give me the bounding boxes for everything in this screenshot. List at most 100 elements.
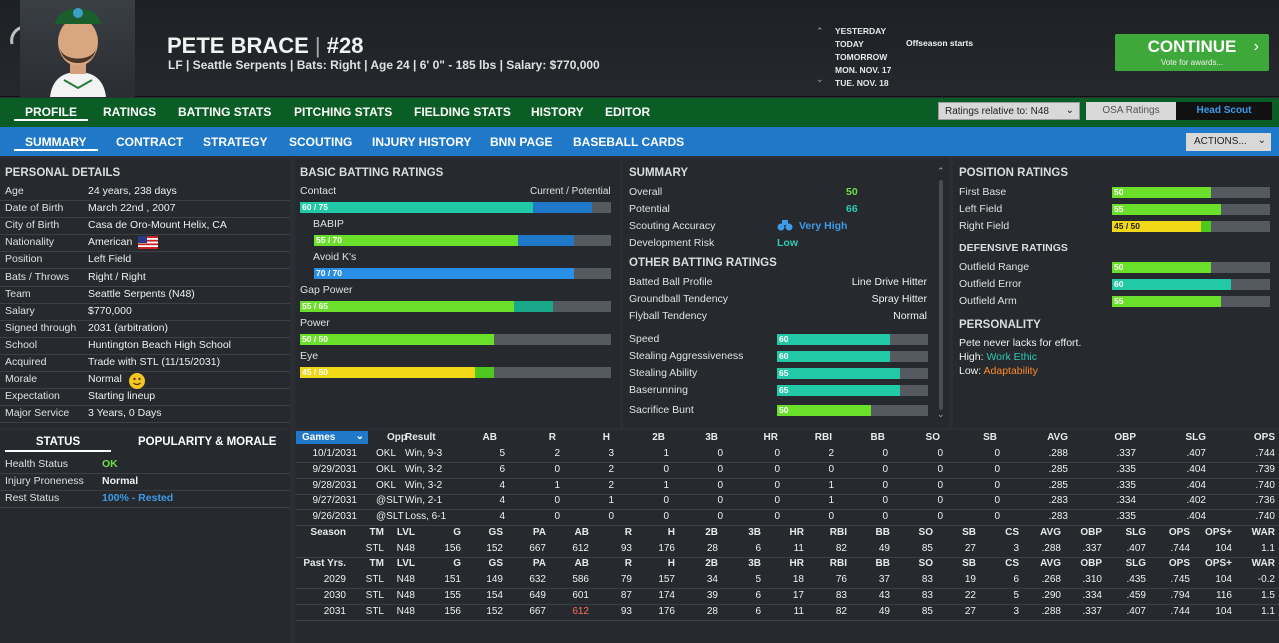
games-cell: OKL [376, 479, 397, 491]
past-cell: 116 [1216, 589, 1232, 601]
date-item[interactable]: TODAY [835, 39, 864, 49]
row-divider [296, 509, 1279, 511]
games-cell: .740 [1255, 479, 1275, 491]
tab-scouting[interactable]: SCOUTING [289, 135, 353, 149]
season-cell: 667 [529, 543, 546, 554]
games-cell: 0 [717, 511, 723, 523]
row-divider [0, 422, 290, 424]
games-cell: .335 [1116, 511, 1136, 523]
games-select[interactable]: Games ⌄ [296, 431, 368, 444]
tab-contract[interactable]: CONTRACT [116, 135, 184, 149]
games-cell: .283 [1048, 495, 1068, 507]
tab-batting-stats[interactable]: BATTING STATS [178, 105, 272, 119]
row-divider [296, 525, 1279, 527]
games-header: AB [482, 432, 497, 443]
rating-bar-track: 50 [777, 405, 928, 416]
tab-bnn-page[interactable]: BNN PAGE [490, 135, 553, 149]
games-cell: 0 [937, 479, 943, 491]
ratings-relative-select[interactable]: Ratings relative to: N48 ⌄ [938, 102, 1080, 120]
rating-bar-track: 50 [1112, 262, 1270, 273]
other-rating-label: Stealing Ability [629, 367, 698, 379]
games-header: SB [983, 432, 997, 443]
past-header: AVG [1040, 558, 1061, 569]
rating-label: BABIP [313, 218, 344, 230]
tab-history[interactable]: HISTORY [531, 105, 584, 119]
high-value: Work Ethic [986, 351, 1038, 363]
games-cell: .736 [1255, 495, 1275, 507]
tab-strategy[interactable]: STRATEGY [203, 135, 268, 149]
detail-value: 3 Years, 0 Days [88, 407, 162, 420]
other-label: Groundball Tendency [629, 293, 729, 305]
row-divider [0, 200, 290, 201]
rating-bar-track: 70 / 70 [314, 268, 611, 279]
detail-value: Starting lineup [88, 390, 156, 403]
date-item[interactable]: TUE. NOV. 18 [835, 78, 889, 88]
games-cell: 1 [608, 495, 614, 507]
detail-label: Team [5, 287, 31, 300]
detail-value: Right / Right [88, 270, 146, 283]
chevron-right-icon: › [1253, 38, 1259, 55]
scrollbar-thumb[interactable] [939, 180, 943, 410]
row-divider [296, 477, 1279, 479]
tab-pitching-stats[interactable]: PITCHING STATS [294, 105, 393, 119]
player-subtitle: LF | Seattle Serpents | Bats: Right | Ag… [168, 58, 600, 72]
past-cell: 104 [1215, 605, 1232, 617]
tab-profile[interactable]: PROFILE [14, 105, 89, 121]
other-label: Batted Ball Profile [629, 276, 713, 288]
past-cell: N48 [396, 605, 415, 617]
rating-bar-current [777, 405, 872, 416]
chevron-down-icon[interactable]: ⌄ [937, 409, 945, 419]
games-cell: .404 [1186, 479, 1206, 491]
summary-scrollbar[interactable]: ⌃ ⌄ [937, 166, 945, 420]
tab-ratings[interactable]: RATINGS [103, 105, 157, 119]
status-label: Rest Status [5, 492, 60, 504]
past-cell: 19 [964, 574, 976, 585]
rating-bar-current [1112, 279, 1231, 290]
row-divider [296, 557, 1279, 558]
tab-summary[interactable]: SUMMARY [14, 135, 98, 151]
games-cell: 6 [499, 463, 505, 475]
tab-baseball-cards[interactable]: BASEBALL CARDS [573, 135, 685, 149]
head-scout-button[interactable]: Head Scout [1176, 102, 1272, 120]
row-divider [0, 319, 290, 321]
row-divider [0, 285, 290, 287]
past-cell: 39 [706, 589, 718, 601]
position-title: POSITION RATINGS [959, 167, 1069, 179]
games-cell: 0 [828, 463, 834, 475]
us-flag-icon [138, 236, 158, 249]
chevron-up-icon[interactable]: ⌃ [816, 26, 824, 36]
past-cell: STL [365, 605, 384, 617]
rating-bar-current [300, 301, 514, 312]
past-cell: 11 [793, 605, 804, 617]
tab-fielding-stats[interactable]: FIELDING STATS [414, 105, 511, 119]
games-cell: 0 [554, 511, 560, 523]
row-divider [0, 388, 290, 390]
date-item[interactable]: TOMORROW [835, 52, 888, 62]
past-cell: 649 [529, 589, 546, 601]
past-cell: 83 [835, 589, 847, 601]
tab-popularity-morale[interactable]: POPULARITY & MORALE [138, 436, 277, 448]
scouting-accuracy-label: Scouting Accuracy [629, 220, 716, 232]
date-item[interactable]: MON. NOV. 17 [835, 65, 892, 75]
games-cell: 0 [717, 448, 723, 459]
continue-button[interactable]: CONTINUE Vote for awards... › [1115, 34, 1269, 71]
tab-editor[interactable]: EDITOR [605, 105, 651, 119]
past-cell: 6 [1013, 574, 1019, 585]
past-cell: -0.2 [1257, 574, 1275, 585]
actions-button[interactable]: ACTIONS... ⌄ [1186, 133, 1271, 151]
date-item[interactable]: YESTERDAY [835, 26, 887, 36]
tab-status[interactable]: STATUS [5, 434, 111, 452]
season-header: BB [875, 527, 890, 538]
past-cell: 37 [878, 574, 890, 585]
tab-injury-history[interactable]: INJURY HISTORY [372, 135, 472, 149]
season-header: TM [369, 527, 384, 538]
chevron-up-icon[interactable]: ⌃ [937, 166, 945, 176]
past-cell: 43 [878, 589, 890, 601]
past-cell: 1.1 [1261, 605, 1275, 617]
past-cell: 22 [964, 589, 976, 601]
chevron-down-icon[interactable]: ⌄ [816, 74, 824, 84]
personality-line: Pete never lacks for effort. [959, 337, 1082, 349]
osa-ratings-button[interactable]: OSA Ratings [1086, 102, 1176, 120]
games-cell: @SLT [376, 495, 404, 507]
past-cell: 667 [529, 605, 546, 617]
